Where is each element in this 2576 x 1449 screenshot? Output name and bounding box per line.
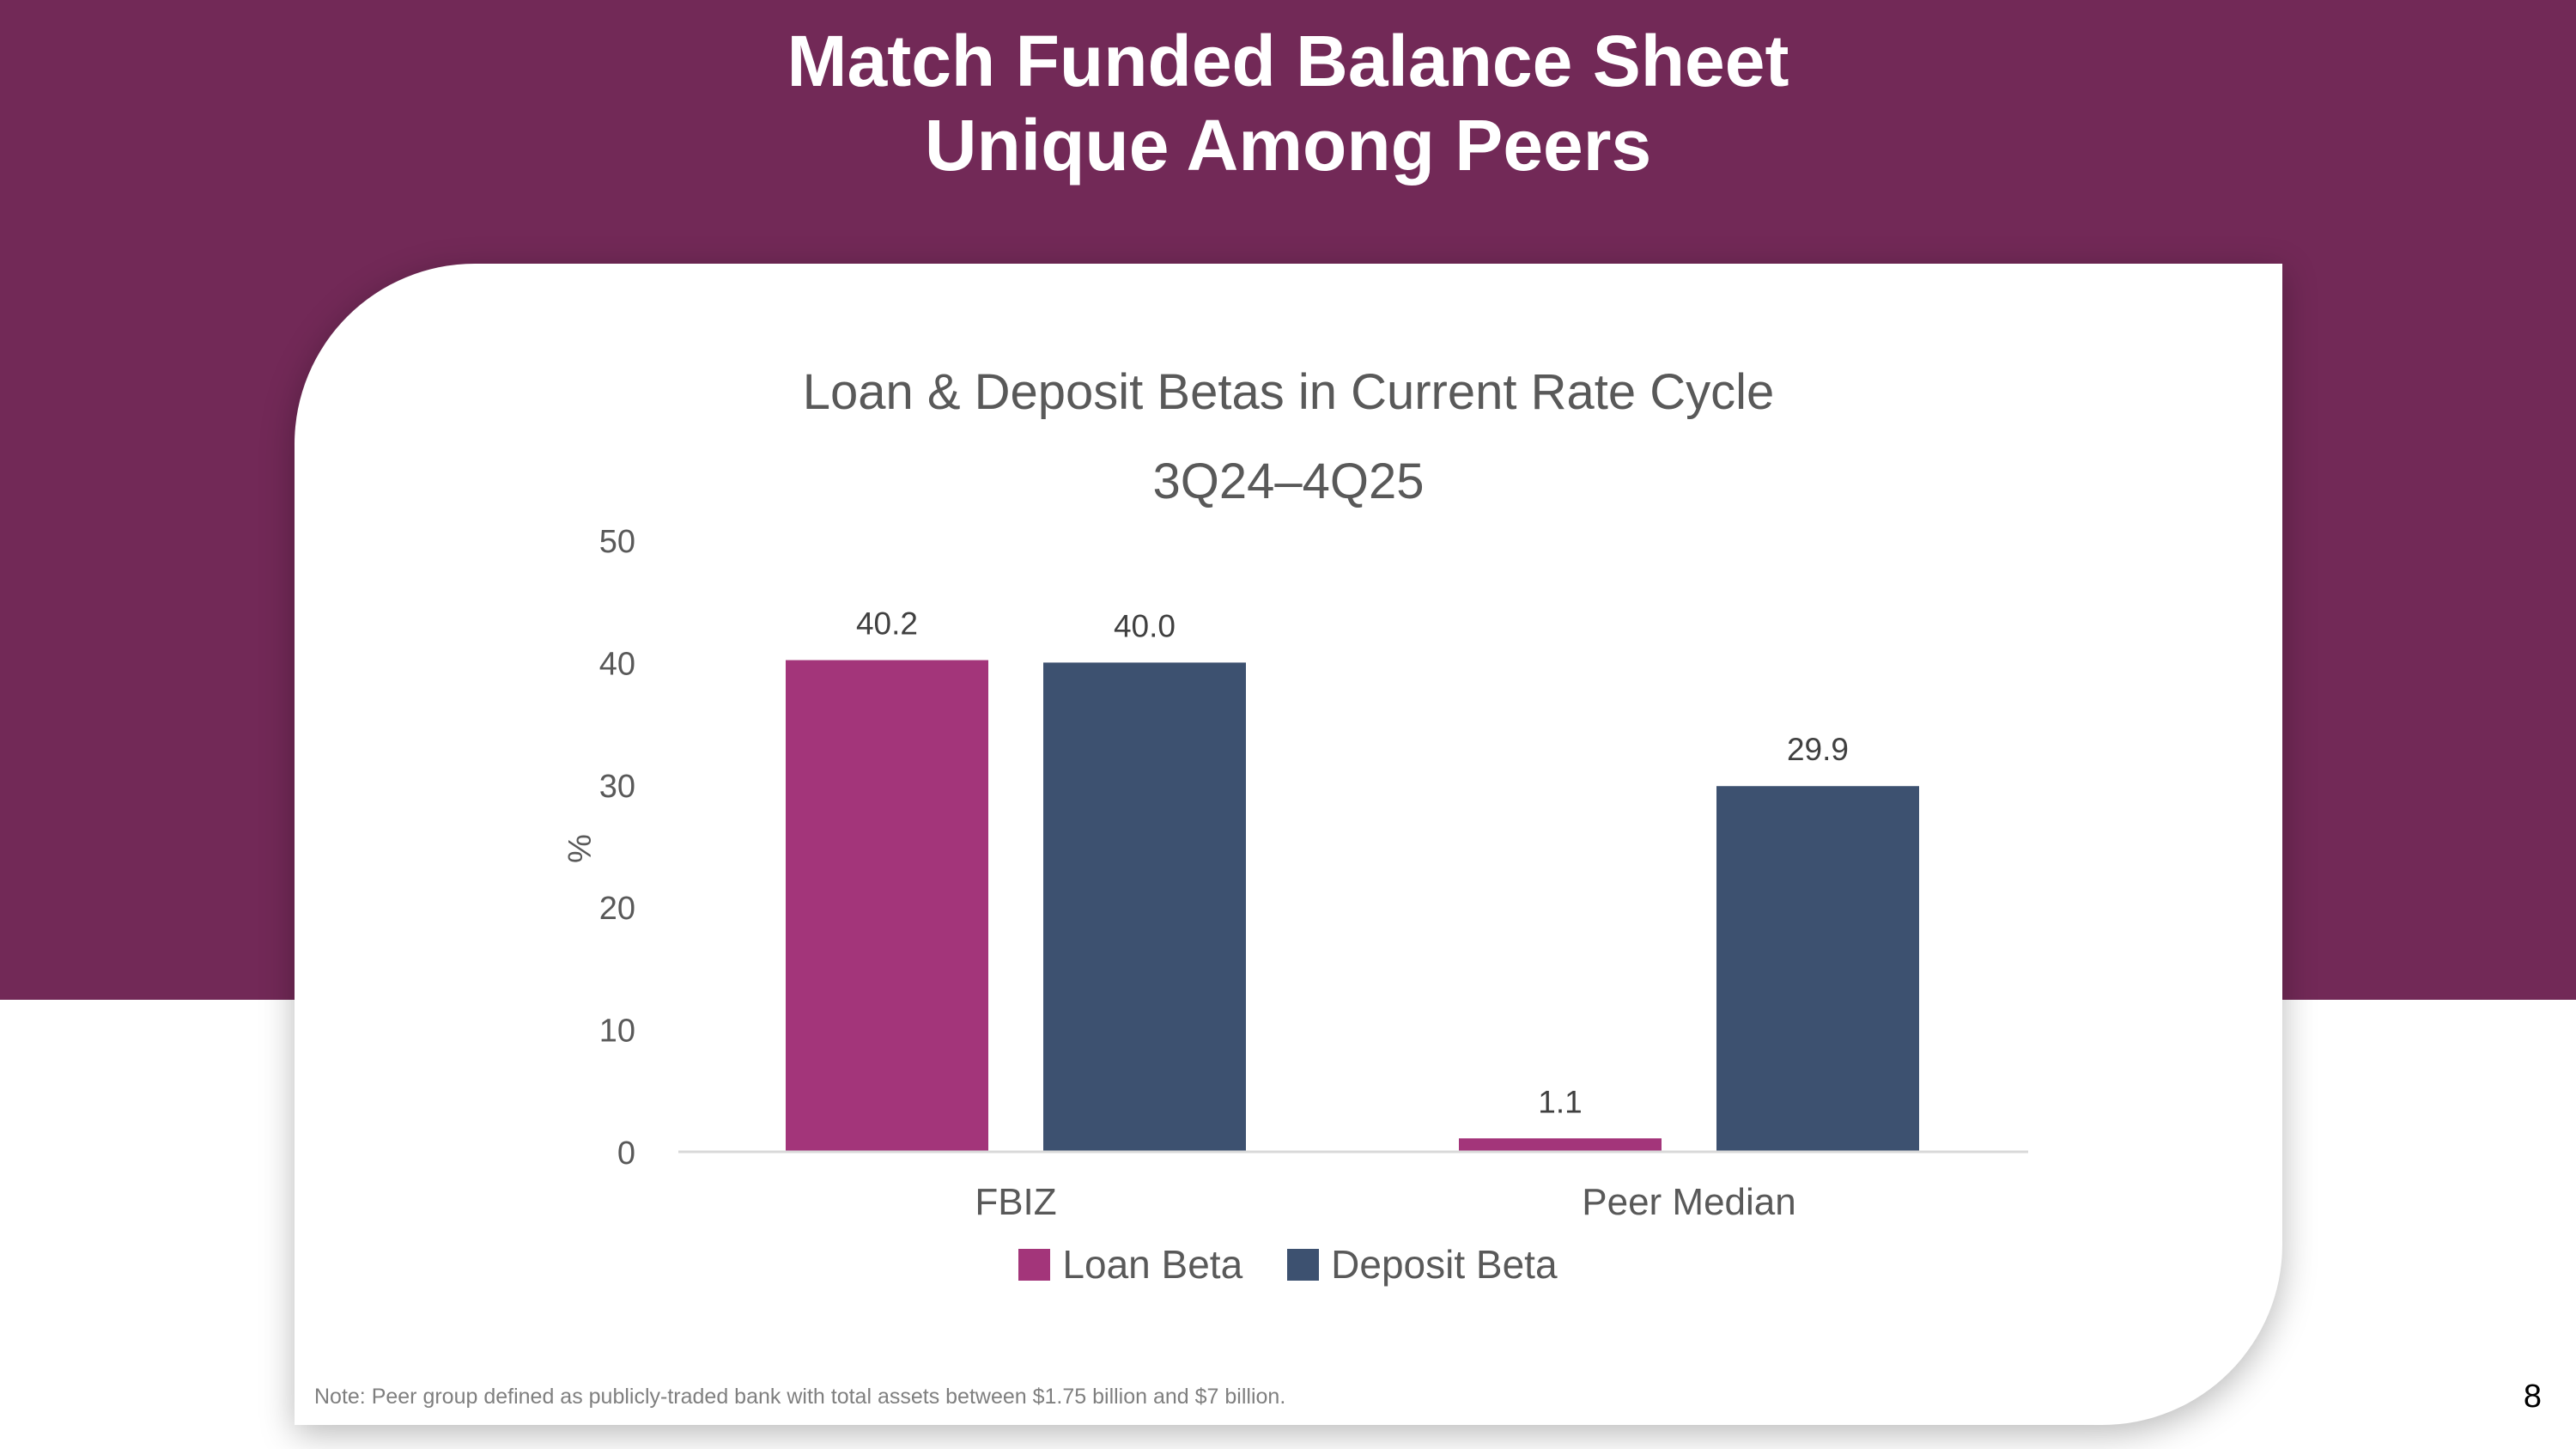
x-category-label: FBIZ <box>975 1181 1056 1223</box>
slide-title: Match Funded Balance Sheet Unique Among … <box>0 19 2576 187</box>
chart-subtitle: 3Q24–4Q25 <box>1152 454 1425 509</box>
legend-item-deposit-beta: Deposit Beta <box>1287 1241 1558 1288</box>
y-tick-label: 10 <box>599 1014 635 1050</box>
legend-label-deposit-beta: Deposit Beta <box>1331 1242 1558 1287</box>
data-label: 1.1 <box>1538 1084 1582 1119</box>
y-tick-label: 40 <box>599 646 635 682</box>
data-label: 29.9 <box>1787 732 1849 767</box>
bar-loan-beta <box>1459 1138 1662 1152</box>
data-label: 40.2 <box>856 606 918 642</box>
chart-legend: Loan Beta Deposit Beta <box>0 1241 2576 1288</box>
y-tick-label: 0 <box>617 1135 635 1172</box>
slide-title-line-2: Unique Among Peers <box>924 105 1652 186</box>
footnote: Note: Peer group defined as publicly-tra… <box>314 1385 1286 1409</box>
slide-title-line-1: Match Funded Balance Sheet <box>787 21 1789 101</box>
bar-deposit-beta <box>1043 662 1246 1152</box>
y-tick-label: 30 <box>599 769 635 805</box>
y-axis-label: % <box>561 834 597 863</box>
legend-swatch-deposit-beta <box>1287 1248 1320 1281</box>
x-category-label: Peer Median <box>1582 1181 1795 1223</box>
chart-card <box>295 264 2282 1425</box>
data-label: 40.0 <box>1114 608 1176 643</box>
legend-item-loan-beta: Loan Beta <box>1018 1241 1242 1288</box>
bar-loan-beta <box>786 660 988 1152</box>
y-tick-label: 20 <box>599 891 635 927</box>
legend-swatch-loan-beta <box>1018 1248 1051 1281</box>
page-number: 8 <box>2523 1379 2542 1415</box>
y-tick-label: 50 <box>599 524 635 560</box>
legend-label-loan-beta: Loan Beta <box>1062 1242 1243 1287</box>
chart-title: Loan & Deposit Betas in Current Rate Cyc… <box>802 364 1775 420</box>
bar-deposit-beta <box>1716 786 1919 1152</box>
